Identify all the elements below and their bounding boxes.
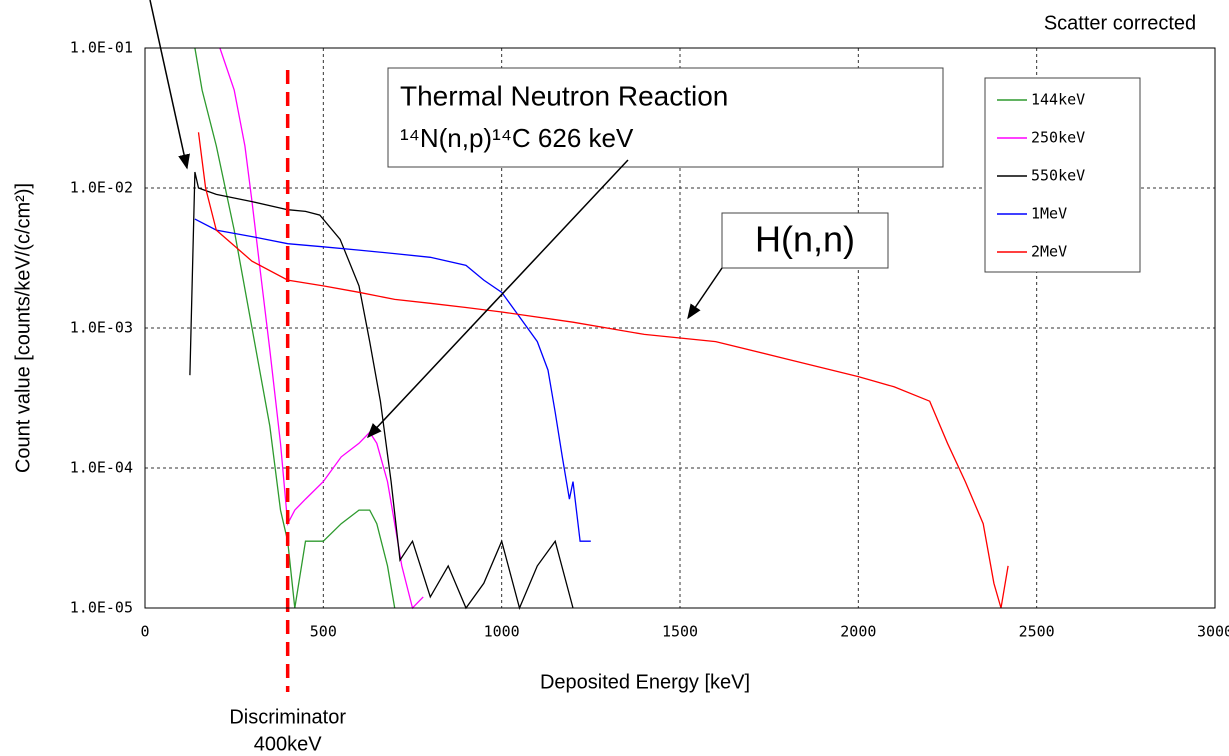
- legend-label: 1MeV: [1031, 205, 1067, 223]
- discriminator-sublabel: 400keV: [254, 733, 322, 755]
- discriminator-label: Discriminator: [229, 706, 346, 728]
- x-tick-label: 1000: [484, 623, 520, 641]
- y-tick-label: 1.0E-02: [70, 179, 133, 197]
- y-axis-label: Count value [counts/keV/(c/cm²)]: [12, 183, 34, 473]
- x-tick-label: 0: [140, 623, 149, 641]
- legend-box: [984, 77, 1141, 273]
- x-tick-label: 2000: [840, 623, 876, 641]
- legend: 144keV 250keV 550keV 1MeV 2MeV: [984, 77, 1141, 273]
- arrow: [687, 267, 723, 320]
- hnn-label: H(n,n): [755, 219, 855, 260]
- x-tick-label: 3000: [1197, 623, 1229, 641]
- x-tick-label: 2500: [1019, 623, 1055, 641]
- hnn-box: [721, 212, 889, 269]
- y-tick-label: 1.0E-01: [70, 39, 133, 57]
- legend-label: 144keV: [1031, 91, 1085, 109]
- y-tick-label: 1.0E-03: [70, 319, 133, 337]
- legend-label: 550keV: [1031, 167, 1085, 185]
- grid: [145, 48, 1215, 608]
- series-line: [219, 47, 424, 610]
- legend-label: 2MeV: [1031, 243, 1067, 261]
- legend-label: 250keV: [1031, 129, 1085, 147]
- reaction-title: Thermal Neutron Reaction: [400, 80, 728, 111]
- x-tick-label: 1500: [662, 623, 698, 641]
- corner-note: Scatter corrected: [1044, 12, 1196, 34]
- plot-frame: [144, 47, 1216, 609]
- lines: [189, 47, 1009, 692]
- arrow: [149, 0, 190, 170]
- reaction: ¹⁴N(n,p)¹⁴C 626 keV: [400, 123, 634, 153]
- y-tick-label: 1.0E-04: [70, 459, 133, 477]
- reaction-box: [387, 67, 944, 168]
- series-line: [197, 132, 1009, 609]
- series-line: [194, 218, 591, 542]
- x-tick-label: 500: [310, 623, 337, 641]
- series-line: [189, 171, 574, 610]
- arrow: [366, 159, 629, 439]
- x-axis-label: Deposited Energy [keV]: [540, 671, 750, 693]
- y-tick-label: 1.0E-05: [70, 599, 133, 617]
